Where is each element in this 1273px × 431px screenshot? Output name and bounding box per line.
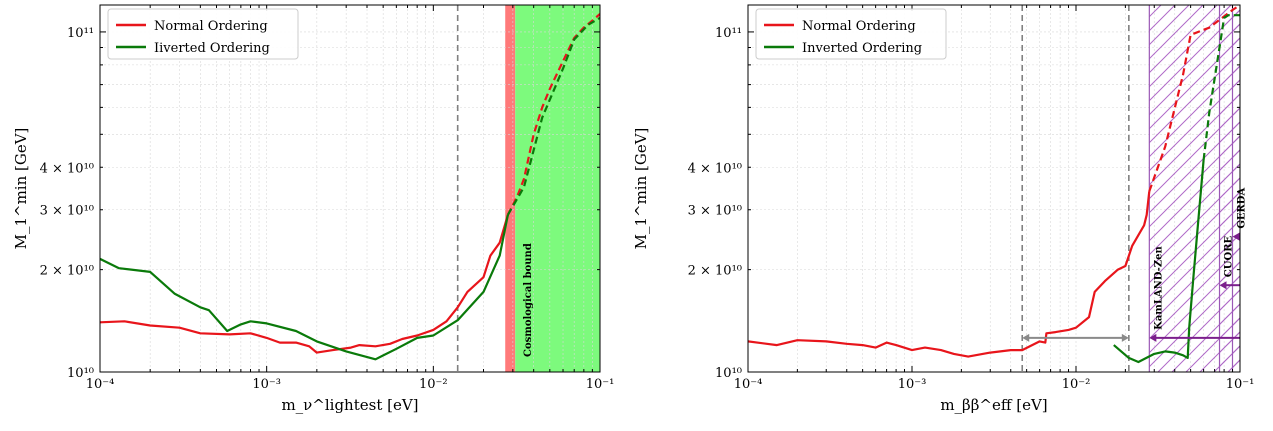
- x-tick-label: 10⁻²: [419, 377, 448, 392]
- legend-label-1: Inverted Ordering: [802, 41, 922, 56]
- region-label-0: KamLAND-Zen: [1153, 246, 1164, 330]
- x-tick-label: 10⁻²: [1062, 377, 1091, 392]
- legend-box: [107, 8, 299, 60]
- y-tick-label: 4 × 10¹⁰: [40, 161, 94, 176]
- limit-arrow-head-0: [1149, 333, 1157, 342]
- legend: Normal Ordering Iiverted Ordering: [107, 8, 299, 60]
- y-axis-label: M_1^min [GeV]: [12, 128, 30, 250]
- plot-area: [100, 5, 600, 372]
- region-label-1: CUORE: [1224, 235, 1235, 277]
- y-tick-label: 4 × 10¹⁰: [688, 161, 742, 176]
- x-tick-label: 10⁻¹: [586, 377, 615, 392]
- y-axis-label: M_1^min [GeV]: [632, 128, 650, 250]
- y-tick-label: 10¹⁰: [715, 366, 742, 381]
- y-tick-label: 2 × 10¹⁰: [688, 264, 742, 279]
- y-tick-label: 10¹¹: [67, 26, 94, 41]
- series-solid-0: [100, 214, 509, 354]
- x-tick-label: 10⁻³: [898, 377, 927, 392]
- hatch-region-2: [1232, 5, 1240, 372]
- plot-frame: [99, 4, 601, 373]
- legend-label-0: Normal Ordering: [802, 19, 916, 34]
- legend-label-1: Iiverted Ordering: [154, 41, 270, 56]
- series-solid-0: [748, 191, 1151, 358]
- band-0: [505, 5, 516, 372]
- x-axis-label: m_ν^lightest [eV]: [281, 396, 418, 414]
- y-tick-label: 10¹¹: [715, 26, 742, 41]
- series-solid-1: [100, 214, 509, 361]
- y-tick-label: 3 × 10¹⁰: [688, 204, 742, 219]
- left-chart: Cosmological bound 10⁻⁴ 10⁻³ 10⁻² 10⁻¹ 10¹⁰ 2 …: [12, 4, 615, 414]
- series-dashed-0: [1148, 5, 1240, 192]
- band-label: Cosmological bound: [523, 243, 534, 357]
- y-tick-label: 2 × 10¹⁰: [40, 264, 94, 279]
- plot-area: [748, 5, 1240, 372]
- series-solid-1: [1113, 159, 1205, 364]
- y-tick-label: 3 × 10¹⁰: [40, 204, 94, 219]
- range-arrow-head-right: [1121, 333, 1129, 342]
- limit-arrow-head-2: [1232, 232, 1240, 241]
- x-tick-label: 10⁻⁴: [86, 377, 115, 392]
- x-tick-label: 10⁻⁴: [734, 377, 763, 392]
- series-dashed-0: [506, 13, 600, 216]
- series-dashed-1: [506, 16, 600, 216]
- y-tick-label: 10¹⁰: [67, 366, 94, 381]
- x-tick-label: 10⁻¹: [1226, 377, 1255, 392]
- band-1: [515, 5, 600, 372]
- legend-box: [755, 8, 947, 60]
- limit-arrow-head-1: [1219, 281, 1227, 290]
- legend-label-0: Normal Ordering: [154, 19, 268, 34]
- legend: Normal Ordering Inverted Ordering: [755, 8, 947, 60]
- series-dashed-1: [1202, 14, 1240, 161]
- range-arrow-head-left: [1022, 333, 1030, 342]
- plot-frame: [747, 4, 1241, 373]
- x-tick-label: 10⁻³: [252, 377, 281, 392]
- region-label-2: GERDA: [1236, 188, 1247, 229]
- x-axis-label: m_ββ^eff [eV]: [940, 396, 1047, 414]
